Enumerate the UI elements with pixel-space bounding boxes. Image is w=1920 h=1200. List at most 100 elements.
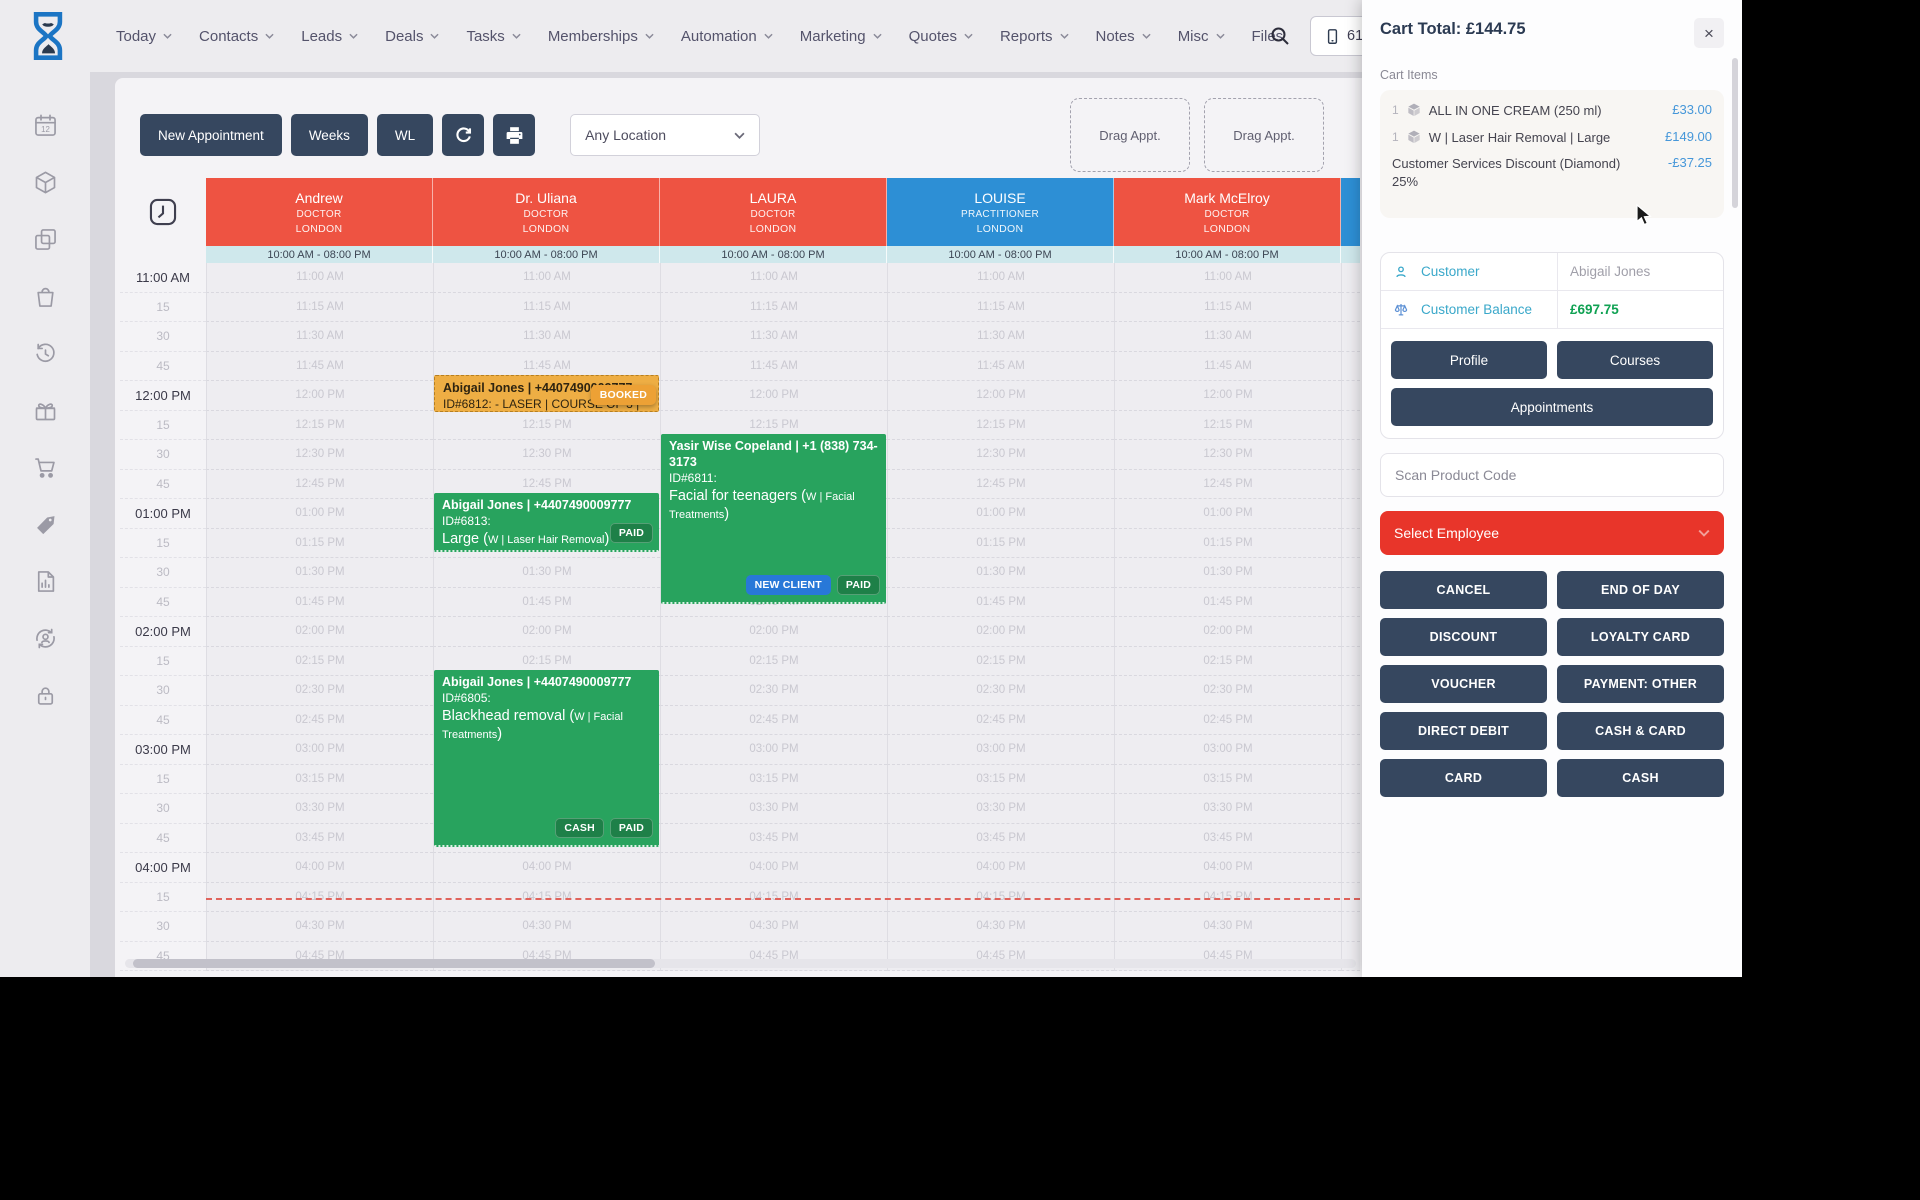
- cart-item-row[interactable]: 1 ALL IN ONE CREAM (250 ml) £33.00: [1392, 102, 1712, 120]
- time-slot[interactable]: 11:00 AM: [206, 263, 433, 293]
- time-slot[interactable]: 01:15 PM: [887, 528, 1114, 558]
- time-slot[interactable]: 01:45 PM: [433, 587, 660, 617]
- time-slot[interactable]: 01:45 PM: [1114, 587, 1341, 617]
- time-slot[interactable]: 04:30 PM: [887, 912, 1114, 942]
- copy-icon[interactable]: [32, 226, 59, 253]
- cart-item-row[interactable]: 1 W | Laser Hair Removal | Large £149.00: [1392, 129, 1712, 147]
- time-slot[interactable]: 11:30 AM: [660, 322, 887, 352]
- cart-icon[interactable]: [32, 454, 59, 481]
- time-slot[interactable]: 11:15 AM: [660, 292, 887, 322]
- appointment-block[interactable]: Abigail Jones | +4407490009777 ID#6805: Bl…: [434, 670, 659, 847]
- time-slot[interactable]: 04:30 PM: [206, 912, 433, 942]
- time-slot[interactable]: 02:00 PM: [660, 617, 887, 647]
- price-tag-icon[interactable]: [32, 511, 59, 538]
- time-slot[interactable]: 01:30 PM: [433, 558, 660, 588]
- time-slot[interactable]: 12:00 PM: [887, 381, 1114, 411]
- time-slot[interactable]: 03:15 PM: [206, 764, 433, 794]
- voucher-button[interactable]: VOUCHER: [1380, 665, 1547, 703]
- time-slot[interactable]: 04:00 PM: [887, 853, 1114, 883]
- time-slot[interactable]: 03:15 PM: [660, 764, 887, 794]
- time-slot[interactable]: 12:15 PM: [433, 410, 660, 440]
- time-slot[interactable]: 02:45 PM: [660, 705, 887, 735]
- time-slot[interactable]: 02:15 PM: [1114, 646, 1341, 676]
- menu-item-memberships[interactable]: Memberships: [548, 28, 654, 45]
- time-slot[interactable]: 01:30 PM: [887, 558, 1114, 588]
- menu-item-reports[interactable]: Reports: [1000, 28, 1069, 45]
- provider-column-header-mark-mcelroy[interactable]: Mark McElroy DOCTOR LONDON: [1114, 178, 1341, 246]
- new-appointment-button[interactable]: New Appointment: [140, 114, 282, 156]
- time-slot[interactable]: 01:00 PM: [1114, 499, 1341, 529]
- provider-column-header-andrew[interactable]: Andrew DOCTOR LONDON: [206, 178, 433, 246]
- time-slot[interactable]: 11:00 AM: [433, 263, 660, 293]
- time-slot[interactable]: 03:00 PM: [1114, 735, 1341, 765]
- menu-item-misc[interactable]: Misc: [1178, 28, 1225, 45]
- time-slot[interactable]: 03:45 PM: [660, 823, 887, 853]
- time-slot[interactable]: 12:15 PM: [887, 410, 1114, 440]
- menu-item-leads[interactable]: Leads: [301, 28, 358, 45]
- time-slot[interactable]: 03:00 PM: [206, 735, 433, 765]
- card-button[interactable]: CARD: [1380, 759, 1547, 797]
- scan-product-code-input[interactable]: [1380, 453, 1724, 497]
- time-slot[interactable]: 12:00 PM: [660, 381, 887, 411]
- time-slot[interactable]: 03:00 PM: [660, 735, 887, 765]
- cash-button[interactable]: CASH: [1557, 759, 1724, 797]
- select-employee-dropdown[interactable]: Select Employee: [1380, 511, 1724, 555]
- time-slot[interactable]: 12:15 PM: [206, 410, 433, 440]
- time-slot[interactable]: 12:45 PM: [206, 469, 433, 499]
- end-of-day-button[interactable]: END OF DAY: [1557, 571, 1724, 609]
- menu-item-notes[interactable]: Notes: [1096, 28, 1151, 45]
- time-slot[interactable]: 04:15 PM: [887, 882, 1114, 912]
- time-slot[interactable]: 02:00 PM: [206, 617, 433, 647]
- location-select[interactable]: Any Location: [570, 114, 761, 156]
- time-slot[interactable]: 03:15 PM: [1114, 764, 1341, 794]
- time-slot[interactable]: 03:30 PM: [1114, 794, 1341, 824]
- menu-item-automation[interactable]: Automation: [681, 28, 773, 45]
- time-slot[interactable]: 11:30 AM: [206, 322, 433, 352]
- time-slot[interactable]: 11:00 AM: [660, 263, 887, 293]
- app-logo[interactable]: [26, 7, 76, 65]
- appointment-block[interactable]: Abigail Jones | +4407490009777 ID#6813: La…: [434, 493, 659, 552]
- time-slot[interactable]: 11:15 AM: [1114, 292, 1341, 322]
- time-slot[interactable]: 02:15 PM: [887, 646, 1114, 676]
- horizontal-scrollbar-thumb[interactable]: [133, 959, 655, 968]
- print-button[interactable]: [493, 114, 536, 156]
- time-slot[interactable]: 12:15 PM: [1114, 410, 1341, 440]
- cart-item-row[interactable]: Customer Services Discount (Diamond) 25%…: [1392, 155, 1712, 190]
- profile-button[interactable]: Profile: [1391, 341, 1547, 379]
- time-slot[interactable]: 02:15 PM: [206, 646, 433, 676]
- time-slot[interactable]: 02:45 PM: [206, 705, 433, 735]
- user-switch-icon[interactable]: [32, 625, 59, 652]
- menu-item-marketing[interactable]: Marketing: [800, 28, 882, 45]
- customer-link[interactable]: Customer: [1421, 264, 1480, 279]
- direct-debit-button[interactable]: DIRECT DEBIT: [1380, 712, 1547, 750]
- time-slot[interactable]: 04:00 PM: [660, 853, 887, 883]
- time-slot[interactable]: 12:45 PM: [1114, 469, 1341, 499]
- time-slot[interactable]: 04:00 PM: [1114, 853, 1341, 883]
- payment-other-button[interactable]: PAYMENT: OTHER: [1557, 665, 1724, 703]
- time-slot[interactable]: 12:00 PM: [206, 381, 433, 411]
- time-slot[interactable]: 03:30 PM: [660, 794, 887, 824]
- time-slot[interactable]: 11:45 AM: [1114, 351, 1341, 381]
- time-slot[interactable]: 12:00 PM: [1114, 381, 1341, 411]
- gift-icon[interactable]: [32, 397, 59, 424]
- time-slot[interactable]: 04:30 PM: [660, 912, 887, 942]
- courses-button[interactable]: Courses: [1557, 341, 1713, 379]
- time-slot[interactable]: 03:30 PM: [206, 794, 433, 824]
- time-slot[interactable]: 01:30 PM: [1114, 558, 1341, 588]
- weeks-button[interactable]: Weeks: [290, 114, 368, 156]
- time-slot[interactable]: 12:30 PM: [887, 440, 1114, 470]
- time-slot[interactable]: 02:00 PM: [887, 617, 1114, 647]
- time-slot[interactable]: 11:15 AM: [433, 292, 660, 322]
- menu-item-today[interactable]: Today: [116, 28, 172, 45]
- time-slot[interactable]: 01:00 PM: [206, 499, 433, 529]
- time-slot[interactable]: 04:30 PM: [433, 912, 660, 942]
- menu-item-quotes[interactable]: Quotes: [909, 28, 973, 45]
- time-slot[interactable]: 12:30 PM: [206, 440, 433, 470]
- time-slot[interactable]: 04:00 PM: [206, 853, 433, 883]
- time-slot[interactable]: 02:15 PM: [660, 646, 887, 676]
- time-slot[interactable]: 03:00 PM: [887, 735, 1114, 765]
- time-slot[interactable]: 01:15 PM: [206, 528, 433, 558]
- customer-balance-link[interactable]: Customer Balance: [1421, 302, 1533, 317]
- time-slot[interactable]: 03:45 PM: [206, 823, 433, 853]
- time-slot[interactable]: 11:45 AM: [206, 351, 433, 381]
